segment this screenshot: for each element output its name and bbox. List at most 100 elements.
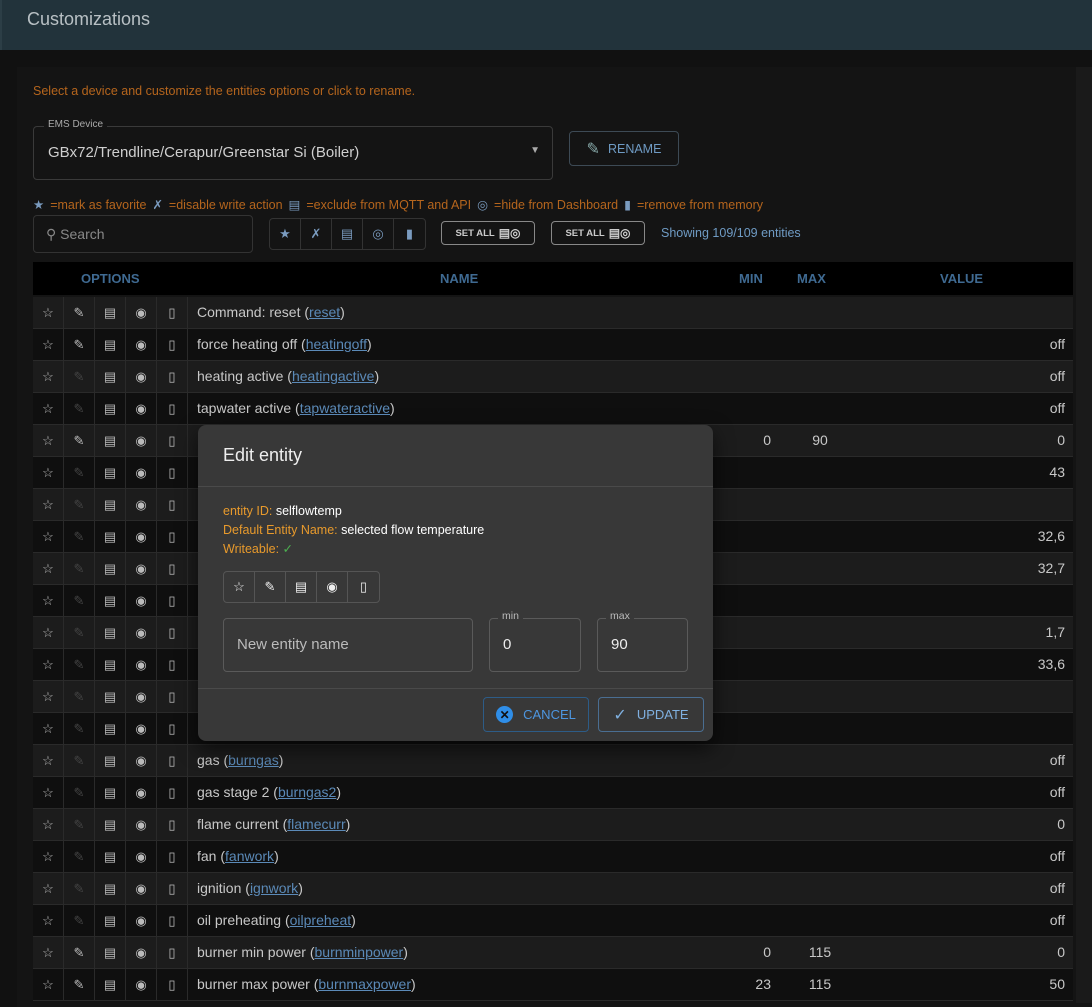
update-button[interactable]: ✓ UPDATE <box>598 697 704 732</box>
star-icon[interactable]: ☆ <box>33 745 64 776</box>
delete-icon[interactable]: ▯ <box>157 681 188 712</box>
delete-toggle[interactable]: ▯ <box>359 579 368 594</box>
filter-delete-button[interactable]: ▮ <box>405 226 414 241</box>
eye-icon[interactable]: ◉ <box>126 521 157 552</box>
comment-icon[interactable]: ▤ <box>95 873 126 904</box>
star-icon[interactable]: ☆ <box>33 297 64 328</box>
delete-icon[interactable]: ▯ <box>157 617 188 648</box>
pencil-icon[interactable]: ✎ <box>64 649 95 680</box>
delete-icon[interactable]: ▯ <box>157 841 188 872</box>
star-icon[interactable]: ☆ <box>33 873 64 904</box>
eye-icon[interactable]: ◉ <box>126 841 157 872</box>
entity-id-link[interactable]: burnmaxpower <box>318 976 411 992</box>
comment-icon[interactable]: ▤ <box>95 937 126 968</box>
delete-icon[interactable]: ▯ <box>157 361 188 392</box>
star-icon[interactable]: ☆ <box>33 969 64 1000</box>
filter-exclude-api-button[interactable]: ▤ <box>332 219 363 249</box>
eye-icon[interactable]: ◉ <box>126 617 157 648</box>
pencil-icon[interactable]: ✎ <box>64 937 95 968</box>
entity-id-link[interactable]: heatingactive <box>291 368 375 384</box>
pencil-icon[interactable]: ✎ <box>64 585 95 616</box>
star-icon[interactable]: ☆ <box>33 617 64 648</box>
pencil-icon[interactable]: ✎ <box>64 617 95 648</box>
eye-icon[interactable]: ◉ <box>126 393 157 424</box>
entity-name[interactable]: oil preheating (oilpreheat) <box>197 912 356 928</box>
delete-icon[interactable]: ▯ <box>157 393 188 424</box>
star-icon[interactable]: ☆ <box>33 521 64 552</box>
filter-readonly-button[interactable]: ✗ <box>301 219 332 249</box>
pencil-icon[interactable]: ✎ <box>64 425 95 456</box>
star-icon[interactable]: ☆ <box>33 649 64 680</box>
favorite-toggle[interactable]: ☆ <box>224 572 255 602</box>
delete-icon[interactable]: ▯ <box>157 297 188 328</box>
entity-name[interactable]: Command: reset (reset) <box>197 304 345 320</box>
delete-icon[interactable]: ▯ <box>157 649 188 680</box>
pencil-icon[interactable]: ✎ <box>64 969 95 1000</box>
comment-icon[interactable]: ▤ <box>95 745 126 776</box>
comment-icon[interactable]: ▤ <box>95 393 126 424</box>
delete-icon[interactable]: ▯ <box>157 425 188 456</box>
comment-icon[interactable]: ▤ <box>95 521 126 552</box>
eye-icon[interactable]: ◉ <box>126 489 157 520</box>
table-row[interactable]: ☆ ✎ ▤ ◉ ▯ ignition (ignwork) off <box>33 873 1073 905</box>
entity-name[interactable]: heating active (heatingactive) <box>197 368 380 384</box>
star-icon[interactable]: ☆ <box>33 713 64 744</box>
star-icon[interactable]: ☆ <box>33 457 64 488</box>
star-icon[interactable]: ☆ <box>33 937 64 968</box>
eye-icon[interactable]: ◉ <box>126 905 157 936</box>
set-all-hidden-button[interactable]: SET ALL ▤◎ <box>551 221 645 245</box>
entity-name[interactable]: burner max power (burnmaxpower) <box>197 976 416 992</box>
search-input[interactable]: ⚲ Search <box>33 215 253 253</box>
eye-icon[interactable]: ◉ <box>126 713 157 744</box>
star-icon[interactable]: ☆ <box>33 841 64 872</box>
table-row[interactable]: ☆ ✎ ▤ ◉ ▯ burner max power (burnmaxpower… <box>33 969 1073 1001</box>
header-value[interactable]: VALUE <box>940 271 984 286</box>
comment-icon[interactable]: ▤ <box>95 905 126 936</box>
star-icon[interactable]: ☆ <box>33 489 64 520</box>
new-entity-name-input[interactable]: New entity name <box>223 618 473 672</box>
entity-id-link[interactable]: tapwateractive <box>299 400 391 416</box>
delete-icon[interactable]: ▯ <box>157 553 188 584</box>
delete-icon[interactable]: ▯ <box>157 937 188 968</box>
star-icon[interactable]: ☆ <box>33 681 64 712</box>
delete-icon[interactable]: ▯ <box>157 521 188 552</box>
eye-icon[interactable]: ◉ <box>126 553 157 584</box>
delete-icon[interactable]: ▯ <box>157 713 188 744</box>
eye-icon[interactable]: ◉ <box>126 969 157 1000</box>
table-row[interactable]: ☆ ✎ ▤ ◉ ▯ Command: reset (reset) <box>33 297 1073 329</box>
scrollbar[interactable] <box>1076 67 1092 1003</box>
eye-icon[interactable]: ◉ <box>126 329 157 360</box>
pencil-icon[interactable]: ✎ <box>64 873 95 904</box>
entity-name[interactable]: tapwater active (tapwateractive) <box>197 400 395 416</box>
dashboard-toggle[interactable]: ◉ <box>317 572 348 602</box>
entity-id-link[interactable]: ignwork <box>249 880 299 896</box>
entity-name[interactable]: force heating off (heatingoff) <box>197 336 372 352</box>
delete-icon[interactable]: ▯ <box>157 809 188 840</box>
star-icon[interactable]: ☆ <box>33 329 64 360</box>
comment-icon[interactable]: ▤ <box>95 585 126 616</box>
entity-name[interactable]: fan (fanwork) <box>197 848 279 864</box>
table-row[interactable]: ☆ ✎ ▤ ◉ ▯ heating active (heatingactive)… <box>33 361 1073 393</box>
entity-id-link[interactable]: fanwork <box>225 848 275 864</box>
api-toggle[interactable]: ▤ <box>286 572 317 602</box>
table-row[interactable]: ☆ ✎ ▤ ◉ ▯ gas (burngas) off <box>33 745 1073 777</box>
pencil-icon[interactable]: ✎ <box>64 361 95 392</box>
star-icon[interactable]: ☆ <box>33 425 64 456</box>
comment-icon[interactable]: ▤ <box>95 361 126 392</box>
comment-icon[interactable]: ▤ <box>95 681 126 712</box>
comment-icon[interactable]: ▤ <box>95 617 126 648</box>
star-icon[interactable]: ☆ <box>33 777 64 808</box>
entity-name[interactable]: burner min power (burnminpower) <box>197 944 408 960</box>
pencil-icon[interactable]: ✎ <box>64 393 95 424</box>
table-row[interactable]: ☆ ✎ ▤ ◉ ▯ oil preheating (oilpreheat) of… <box>33 905 1073 937</box>
cancel-button[interactable]: ✕ CANCEL <box>483 697 589 732</box>
pencil-icon[interactable]: ✎ <box>64 489 95 520</box>
device-select[interactable]: EMS Device GBx72/Trendline/Cerapur/Green… <box>33 119 553 180</box>
star-icon[interactable]: ☆ <box>33 905 64 936</box>
entity-id-link[interactable]: heatingoff <box>305 336 367 352</box>
entity-name[interactable]: gas stage 2 (burngas2) <box>197 784 342 800</box>
comment-icon[interactable]: ▤ <box>95 777 126 808</box>
comment-icon[interactable]: ▤ <box>95 457 126 488</box>
delete-icon[interactable]: ▯ <box>157 489 188 520</box>
eye-icon[interactable]: ◉ <box>126 361 157 392</box>
